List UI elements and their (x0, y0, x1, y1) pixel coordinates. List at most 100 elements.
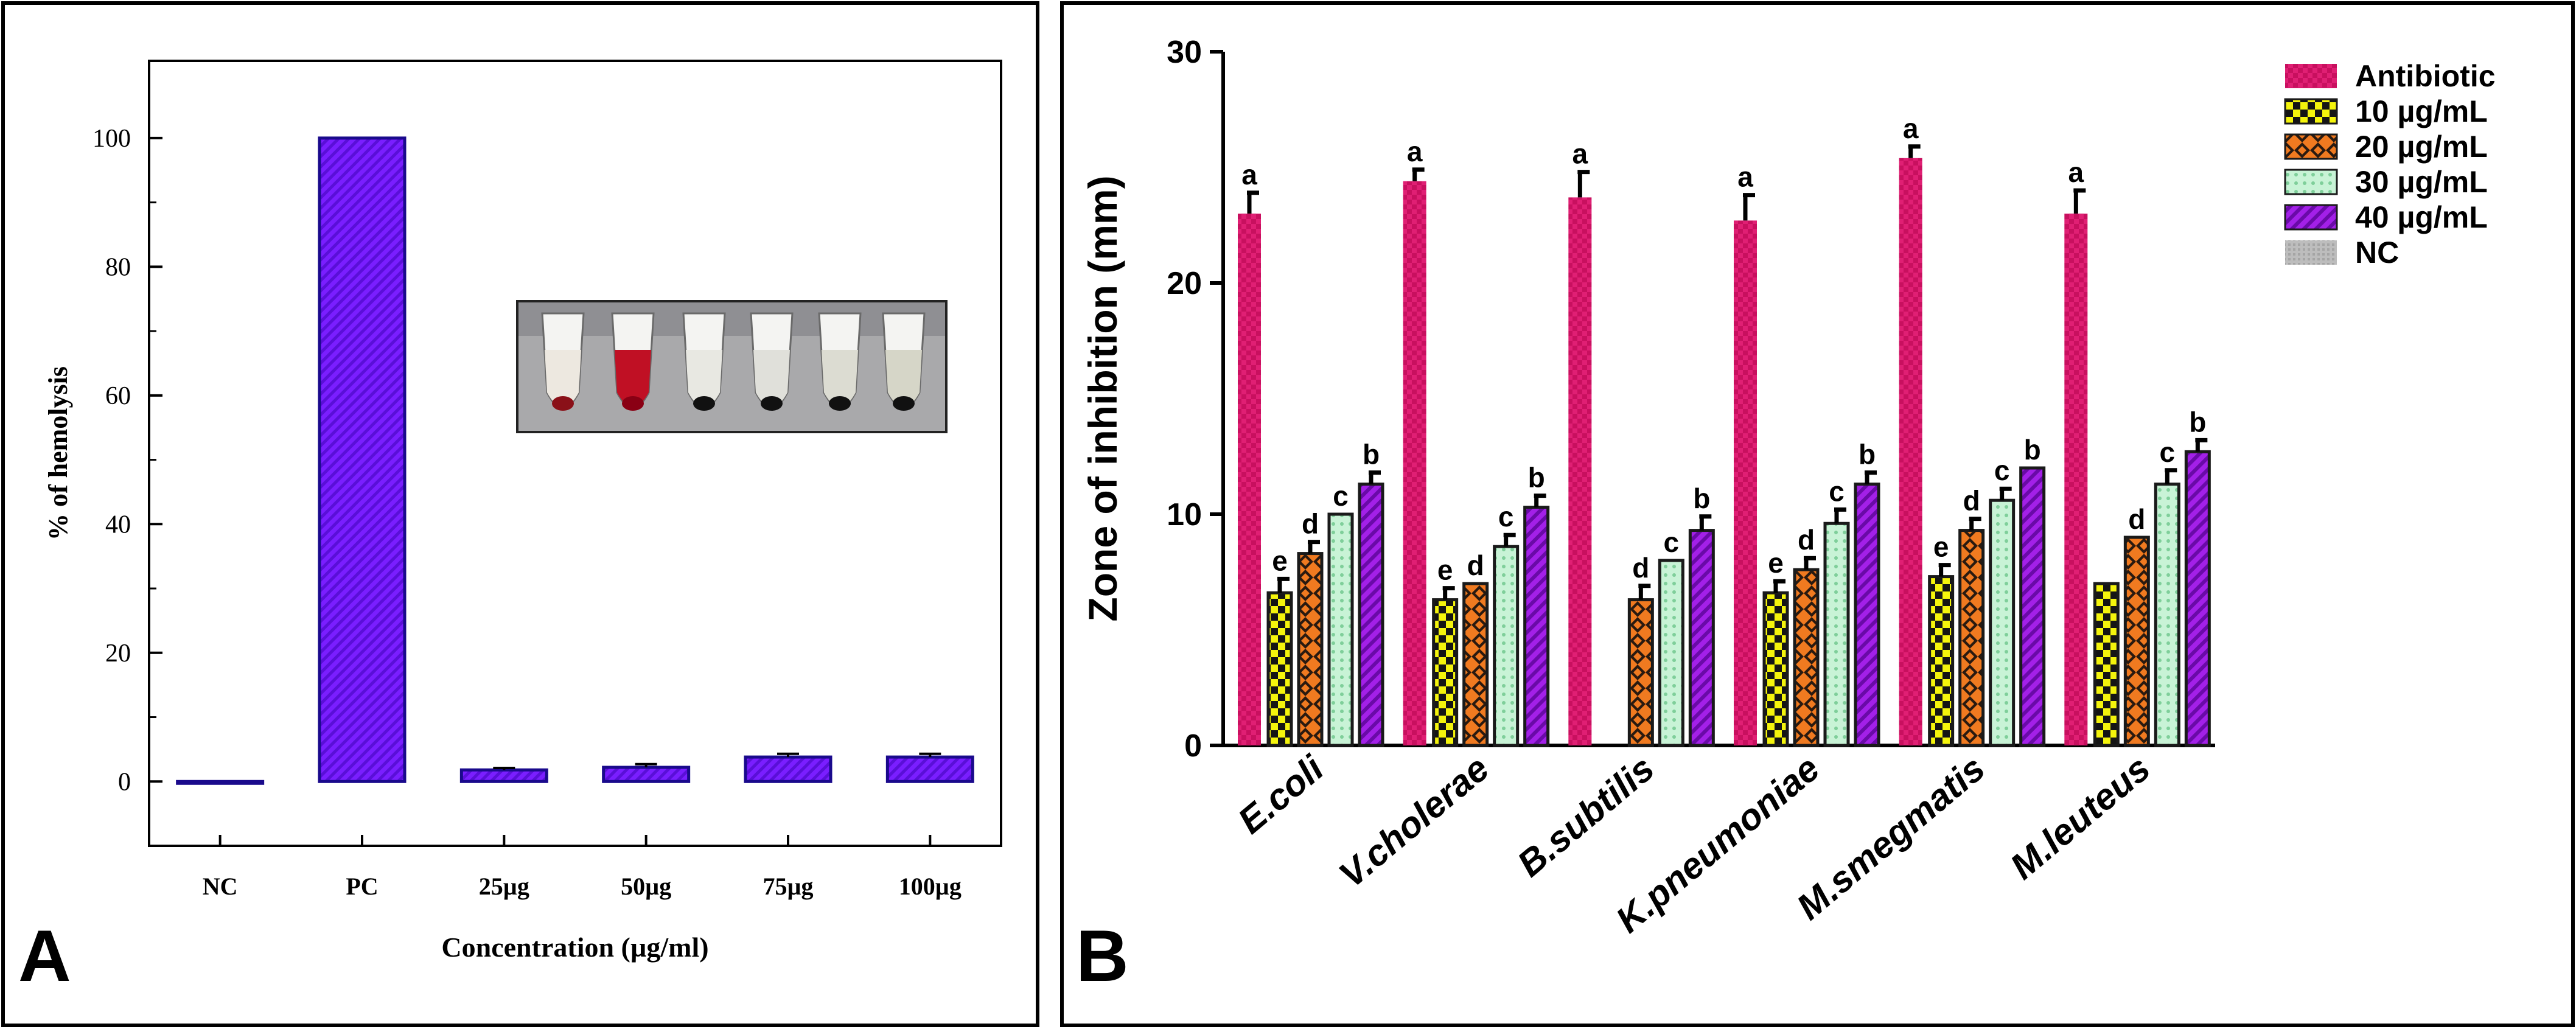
inset-tube (882, 312, 926, 411)
y-tick-label-a: 100 (92, 125, 131, 153)
bar-b (1989, 498, 2016, 747)
bar-b (1688, 529, 1715, 747)
significance-letter: a (2068, 156, 2084, 188)
significance-letter: c (1664, 526, 1680, 558)
significance-letter: c (1498, 501, 1514, 532)
significance-letter: d (1963, 485, 1980, 517)
legend-swatch (2284, 204, 2338, 231)
legend-label: Antibiotic (2355, 59, 2496, 93)
significance-letter: e (1933, 531, 1949, 563)
inset-tube (750, 312, 794, 411)
bar-a (885, 755, 974, 783)
significance-letter: d (1632, 552, 1649, 584)
inset-tube (541, 312, 585, 411)
significance-letter: d (2128, 503, 2145, 535)
x-axis-label-a: Concentration (µg/ml) (441, 932, 708, 963)
inset-tube-caps (518, 302, 945, 336)
significance-letter: d (1302, 508, 1319, 540)
inset-tubes-photo (516, 300, 948, 433)
inset-tube-liquid (822, 350, 858, 407)
y-axis-label-b: Zone of inhibition (mm) (1080, 175, 1125, 621)
x-tick-label-a: PC (346, 873, 378, 900)
y-tick-label-a: 40 (105, 511, 131, 539)
significance-letter: c (1994, 455, 2010, 486)
legend-label: 30 µg/mL (2355, 165, 2488, 199)
inset-tube (611, 312, 655, 411)
inset-tube-liquid (545, 350, 581, 407)
bar-b (1627, 598, 1654, 747)
inset-tube-liquid (686, 350, 722, 407)
significance-letter: e (1768, 547, 1784, 579)
x-tick-label-a: NC (203, 873, 238, 900)
inset-tube-liquid (615, 350, 651, 407)
legend-swatch (2284, 98, 2338, 125)
bar-b (2093, 582, 2120, 747)
significance-letter: b (1528, 462, 1545, 494)
bar-b (1327, 512, 1354, 747)
bar-b (1793, 568, 1820, 747)
inset-tube-pellet (829, 396, 851, 411)
x-tick-label-a: 75µg (763, 873, 813, 900)
bar-b (1297, 552, 1324, 747)
legend-label: 20 µg/mL (2355, 130, 2488, 164)
y-tick-label-b: 30 (1167, 35, 1202, 70)
bar-a (318, 136, 407, 783)
bar-b (1403, 181, 1426, 745)
significance-letter: d (1467, 549, 1484, 581)
legend-label: 10 µg/mL (2355, 94, 2488, 128)
bar-b (2184, 450, 2211, 747)
significance-letter: b (2024, 434, 2041, 466)
y-tick-label-b: 20 (1167, 266, 1202, 301)
significance-letter: c (1333, 480, 1349, 512)
inset-tube-liquid (885, 350, 922, 407)
y-tick-label-b: 10 (1167, 497, 1202, 532)
y-tick-label-a: 60 (105, 382, 131, 410)
y-axis-label-a: % of hemolysis (43, 366, 73, 540)
bar-b (1958, 529, 1985, 747)
bar-b (1734, 220, 1757, 745)
significance-letter: e (1272, 545, 1288, 576)
legend-swatch (2285, 64, 2337, 88)
bar-b (1658, 559, 1684, 747)
significance-letter: a (1903, 113, 1919, 144)
inset-tube-pellet (693, 396, 715, 411)
bar-a (744, 755, 832, 783)
bar-b (1568, 197, 1592, 745)
bar-b (1899, 158, 1922, 745)
bar-b (1238, 214, 1261, 745)
inset-tube-liquid (753, 350, 790, 407)
panel-a-frame (1, 1, 1039, 1027)
legend-swatch (2284, 169, 2338, 195)
bar-b (1493, 545, 1520, 747)
x-tick-label-a: 25µg (479, 873, 529, 900)
inset-tube (682, 312, 726, 411)
bar-b (2019, 466, 2046, 747)
significance-letter: b (1693, 483, 1710, 514)
inset-tube-pellet (622, 396, 644, 411)
bar-a (459, 768, 548, 783)
bar-b (1762, 591, 1789, 747)
significance-letter: a (1572, 138, 1588, 170)
x-tick-label-a: 100µg (899, 873, 962, 900)
bar-b (1432, 598, 1459, 747)
significance-letter: e (1437, 554, 1453, 586)
bar-b (1462, 582, 1489, 747)
significance-letter: c (2160, 436, 2176, 468)
bar-b (1823, 521, 1850, 747)
bar-b (1854, 483, 1880, 747)
bar-b (1523, 506, 1550, 747)
significance-letter: a (1241, 159, 1257, 190)
bar-b (2064, 214, 2088, 745)
bar-b (2123, 535, 2150, 747)
bar-b (1358, 483, 1384, 747)
significance-letter: b (1363, 439, 1380, 470)
legend-label: 40 µg/mL (2355, 200, 2488, 234)
y-tick-label-a: 0 (118, 768, 131, 796)
y-tick-label-a: 80 (105, 253, 131, 281)
legend-swatch (2284, 133, 2338, 160)
bar-b (2154, 483, 2180, 747)
axes-box-a (148, 60, 1002, 847)
significance-letter: d (1798, 524, 1815, 556)
